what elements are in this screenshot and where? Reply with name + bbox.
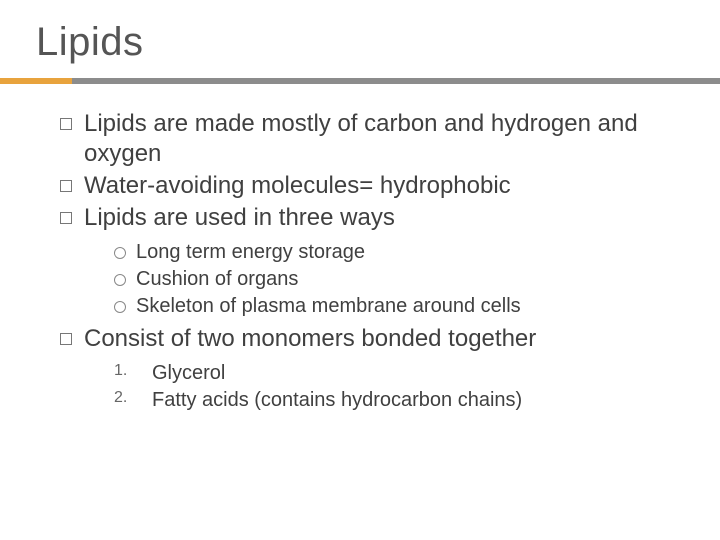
list-item-text: Consist of two monomers bonded together (84, 325, 536, 352)
sub-list-numbered: Glycerol Fatty acids (contains hydrocarb… (84, 360, 684, 414)
title-underline (0, 78, 720, 84)
list-item-text: Lipids are used in three ways (84, 204, 395, 231)
list-item-text: Cushion of organs (136, 268, 298, 290)
list-item-text: Glycerol (152, 362, 225, 384)
list-item: Water-avoiding molecules= hydrophobic (60, 171, 684, 201)
list-item-text: Water-avoiding molecules= hydrophobic (84, 172, 511, 199)
content-area: Lipids are made mostly of carbon and hyd… (36, 73, 684, 414)
slide-title: Lipids (36, 20, 684, 65)
list-item-text: Skeleton of plasma membrane around cells (136, 295, 521, 317)
list-item: Lipids are made mostly of carbon and hyd… (60, 109, 684, 169)
accent-bar (0, 78, 72, 84)
list-item: Glycerol (114, 360, 684, 387)
sub-list-circle: Long term energy storage Cushion of orga… (84, 239, 684, 320)
rule-bar (72, 78, 720, 84)
list-item: Consist of two monomers bonded together … (60, 324, 684, 414)
slide: Lipids Lipids are made mostly of carbon … (0, 0, 720, 540)
list-item: Long term energy storage (114, 239, 684, 266)
list-item-text: Long term energy storage (136, 241, 365, 263)
bullet-list: Lipids are made mostly of carbon and hyd… (36, 109, 684, 414)
list-item-text: Fatty acids (contains hydrocarbon chains… (152, 389, 522, 411)
list-item-text: Lipids are made mostly of carbon and hyd… (84, 110, 638, 167)
list-item: Lipids are used in three ways Long term … (60, 203, 684, 320)
list-item: Fatty acids (contains hydrocarbon chains… (114, 387, 684, 414)
list-item: Cushion of organs (114, 266, 684, 293)
list-item: Skeleton of plasma membrane around cells (114, 293, 684, 320)
